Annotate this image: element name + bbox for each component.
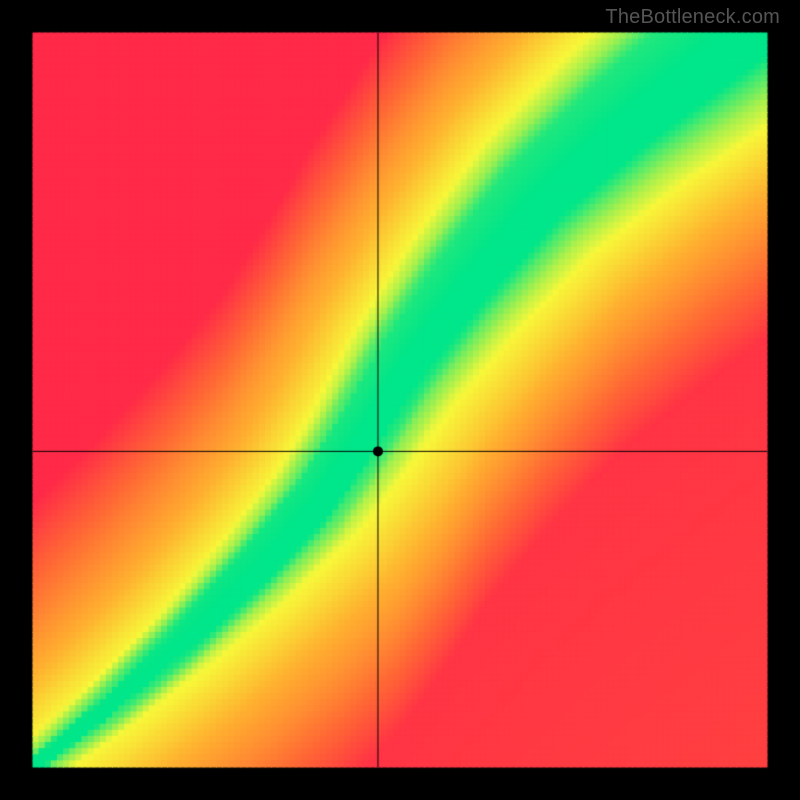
chart-container: TheBottleneck.com (0, 0, 800, 800)
watermark-text: TheBottleneck.com (605, 6, 780, 29)
bottleneck-heatmap-canvas (0, 0, 800, 800)
